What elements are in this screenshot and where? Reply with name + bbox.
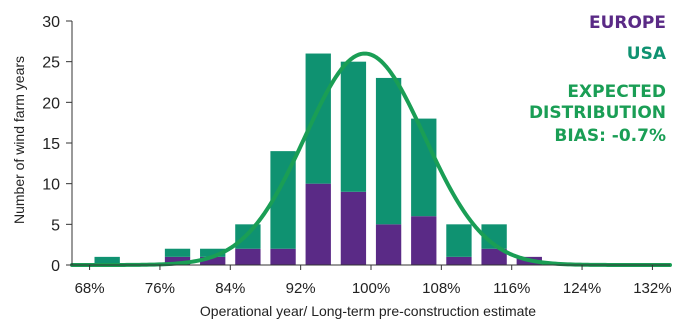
x-tick-label: 76%	[145, 280, 175, 297]
bar-europe	[270, 248, 296, 265]
bar-europe	[375, 224, 402, 265]
y-tick-label: 30	[42, 14, 60, 31]
bar-europe	[235, 248, 261, 265]
bar-usa	[305, 53, 331, 184]
bar-usa	[340, 61, 367, 192]
y-ticks: 0 5 10 15 20 25 30	[42, 14, 72, 275]
bar-usa	[375, 77, 402, 225]
legend-usa: USA	[627, 44, 667, 64]
y-tick-label: 10	[42, 177, 60, 194]
bar-usa	[94, 256, 120, 265]
bar-usa	[446, 224, 472, 257]
legend: EUROPE USA EXPECTED DISTRIBUTION BIAS: -…	[529, 13, 667, 146]
bar-usa	[200, 248, 226, 257]
x-tick-label: 100%	[352, 280, 390, 297]
x-tick-label: 124%	[563, 280, 601, 297]
legend-expected-line2: DISTRIBUTION	[529, 103, 666, 123]
x-tick-label: 132%	[633, 280, 671, 297]
x-tick-label: 68%	[75, 280, 105, 297]
x-tick-label: 116%	[493, 280, 530, 297]
bar-europe	[200, 256, 226, 265]
y-tick-label: 25	[42, 55, 60, 72]
bar-europe	[411, 216, 437, 265]
bar-europe	[305, 183, 331, 265]
x-axis-title: Operational year/ Long-term pre-construc…	[200, 303, 536, 319]
x-tick-label: 84%	[215, 280, 245, 297]
curve-layer	[70, 51, 672, 267]
legend-expected-line1: EXPECTED	[567, 82, 666, 102]
y-tick-label: 5	[51, 217, 60, 234]
bar-europe	[340, 191, 367, 265]
bar-usa	[164, 248, 191, 257]
y-tick-label: 15	[42, 136, 60, 153]
legend-europe: EUROPE	[589, 13, 666, 33]
bar-europe	[481, 248, 507, 265]
y-axis-title: Number of wind farm years	[11, 56, 27, 224]
legend-bias: BIAS: -0.7%	[554, 126, 666, 146]
x-tick-label: 92%	[286, 280, 316, 297]
bar-europe	[446, 256, 472, 265]
y-tick-label: 0	[51, 258, 60, 275]
expected-distribution-curve	[70, 51, 672, 267]
y-tick-label: 20	[42, 95, 60, 112]
bar-europe	[164, 256, 191, 265]
bars-layer	[94, 53, 542, 265]
x-tick-label: 108%	[422, 280, 460, 297]
x-ticks: 68% 76% 84% 92% 100% 108% 116% 124% 132%	[75, 265, 672, 297]
